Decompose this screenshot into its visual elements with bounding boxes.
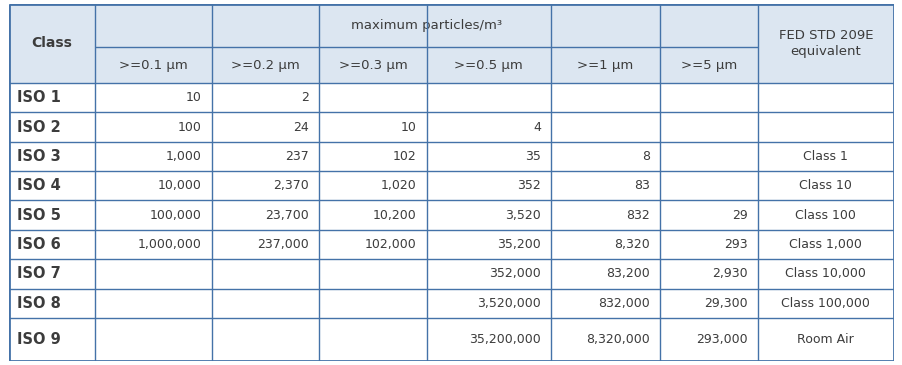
Text: >=5 μm: >=5 μm <box>680 58 736 72</box>
Text: Class 10: Class 10 <box>798 179 851 192</box>
Text: 3,520,000: 3,520,000 <box>477 297 540 310</box>
Text: 237,000: 237,000 <box>257 238 309 251</box>
Text: 2: 2 <box>301 91 309 104</box>
Text: 29: 29 <box>732 209 747 222</box>
Bar <box>9 83 893 112</box>
Text: ISO 2: ISO 2 <box>17 120 60 135</box>
Text: 23,700: 23,700 <box>265 209 309 222</box>
Bar <box>9 112 893 142</box>
Text: 1,020: 1,020 <box>381 179 416 192</box>
Text: 83,200: 83,200 <box>606 267 649 280</box>
Text: 10,200: 10,200 <box>373 209 416 222</box>
Text: 3,520: 3,520 <box>505 209 540 222</box>
Text: >=0.2 μm: >=0.2 μm <box>231 58 299 72</box>
Text: 832: 832 <box>626 209 649 222</box>
Bar <box>9 259 893 288</box>
Text: ISO 8: ISO 8 <box>17 296 60 311</box>
Bar <box>9 200 893 230</box>
Text: 10,000: 10,000 <box>158 179 202 192</box>
Text: >=0.1 μm: >=0.1 μm <box>119 58 188 72</box>
Text: 102: 102 <box>392 150 416 163</box>
Text: 293: 293 <box>723 238 747 251</box>
Text: 100,000: 100,000 <box>150 209 202 222</box>
Text: >=0.5 μm: >=0.5 μm <box>454 58 522 72</box>
Text: 4: 4 <box>532 120 540 134</box>
Text: 102,000: 102,000 <box>364 238 416 251</box>
Text: 2,370: 2,370 <box>273 179 309 192</box>
Bar <box>9 4 893 83</box>
Text: 35: 35 <box>525 150 540 163</box>
Text: 83: 83 <box>634 179 649 192</box>
Text: 8,320: 8,320 <box>614 238 649 251</box>
Text: 24: 24 <box>293 120 309 134</box>
Text: ISO 9: ISO 9 <box>17 332 60 347</box>
Text: 2,930: 2,930 <box>712 267 747 280</box>
Text: 35,200: 35,200 <box>497 238 540 251</box>
Bar <box>9 171 893 200</box>
Text: 29,300: 29,300 <box>704 297 747 310</box>
Text: 8: 8 <box>641 150 649 163</box>
Text: Class 100,000: Class 100,000 <box>780 297 870 310</box>
Text: 8,320,000: 8,320,000 <box>586 333 649 346</box>
Bar <box>9 318 893 361</box>
Text: ISO 5: ISO 5 <box>17 208 60 223</box>
Text: 237: 237 <box>285 150 309 163</box>
Text: ISO 3: ISO 3 <box>17 149 60 164</box>
Bar <box>9 230 893 259</box>
Text: FED STD 209E
equivalent: FED STD 209E equivalent <box>778 29 872 58</box>
Text: 10: 10 <box>400 120 416 134</box>
Text: Room Air: Room Air <box>796 333 853 346</box>
Text: 35,200,000: 35,200,000 <box>469 333 540 346</box>
Text: Class 100: Class 100 <box>795 209 855 222</box>
Text: Class 1,000: Class 1,000 <box>788 238 861 251</box>
Text: >=1 μm: >=1 μm <box>577 58 633 72</box>
Text: maximum particles/m³: maximum particles/m³ <box>350 19 502 32</box>
Text: Class: Class <box>32 36 72 50</box>
Text: 832,000: 832,000 <box>598 297 649 310</box>
Text: 100: 100 <box>178 120 202 134</box>
Text: ISO 4: ISO 4 <box>17 178 60 193</box>
Text: 1,000,000: 1,000,000 <box>138 238 202 251</box>
Text: ISO 7: ISO 7 <box>17 266 60 281</box>
Text: 10: 10 <box>186 91 202 104</box>
Text: ISO 1: ISO 1 <box>17 90 60 105</box>
Text: 1,000: 1,000 <box>166 150 202 163</box>
Text: 352: 352 <box>517 179 540 192</box>
Bar <box>9 288 893 318</box>
Text: 293,000: 293,000 <box>695 333 747 346</box>
Text: Class 1: Class 1 <box>803 150 847 163</box>
Text: ISO 6: ISO 6 <box>17 237 60 252</box>
Text: Class 10,000: Class 10,000 <box>785 267 865 280</box>
Bar <box>9 142 893 171</box>
Text: >=0.3 μm: >=0.3 μm <box>338 58 407 72</box>
Text: 352,000: 352,000 <box>489 267 540 280</box>
